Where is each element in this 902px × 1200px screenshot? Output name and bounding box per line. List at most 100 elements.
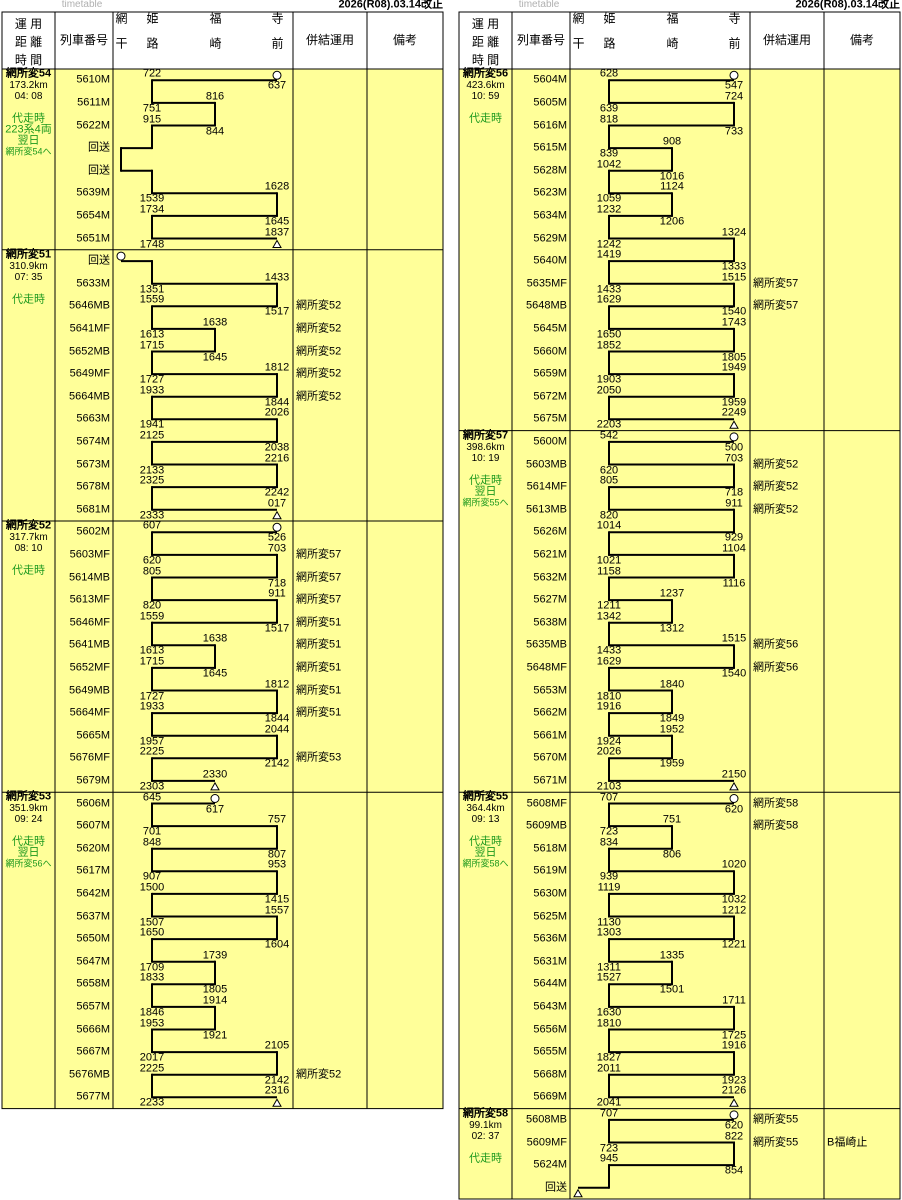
train-number: 5658M [76,977,110,990]
departure-time: 1206 [659,215,685,228]
duty-name: 網所変52 [5,519,52,532]
coupled-duty: 網所変51 [296,616,342,629]
train-number: 5640M [533,254,567,267]
train-number: 5618M [533,842,567,855]
duty-name: 網所変56 [462,67,509,80]
duty-time: 07: 35 [14,271,43,283]
start-marker [729,432,739,442]
arrival-time: 1916 [721,1039,747,1052]
departure-time: 500 [724,441,744,454]
departure-time: 2242 [264,486,290,499]
arrival-time: 2105 [264,1039,290,1052]
departure-time: 2142 [264,1074,290,1087]
departure-time: 1957 [139,735,165,748]
departure-time: 1805 [721,351,747,363]
arrival-time: 2026 [596,745,622,758]
train-number: 5667M [76,1045,110,1058]
departure-time: 2133 [139,464,165,476]
train-number: 5664MF [69,706,110,719]
arrival-time: 1852 [596,339,622,351]
train-number: 5638M [533,616,567,629]
duty-distance: 351.9km [9,803,48,815]
train-number: 5662M [533,706,567,719]
coupled-duty: 網所変52 [296,367,342,380]
train-number: 5634M [533,209,567,222]
arrival-time: 1232 [596,203,622,216]
end-marker [729,1098,739,1107]
duty-distance: 398.6km [466,441,505,453]
duty-name: 網所変57 [462,429,509,442]
duty-note: 網所変55へ [462,497,509,508]
train-no-header: 列車番号 [516,33,566,47]
departure-time: 1727 [139,690,165,702]
coupled-duty: 網所変57 [296,548,342,561]
coupled-duty: 網所変58 [753,797,799,809]
coupled-duty: 網所変56 [753,638,799,651]
train-number: 5665M [76,729,110,742]
departure-time: 723 [599,825,619,838]
departure-time: 1846 [139,1006,165,1019]
arrival-time: 2026 [264,406,290,419]
departure-time: 526 [267,531,287,544]
arrival-time: 751 [662,813,682,826]
arrival-time: 1933 [139,700,165,713]
coupled-duty: 網所変51 [296,706,342,719]
train-number: 5619M [533,864,567,877]
arrival-time: 1734 [139,203,165,216]
duty-distance: 317.7km [9,532,48,543]
arrival-time: 2126 [721,1084,747,1097]
arrival-time: 1833 [139,971,165,984]
arrival-time: 1952 [659,723,685,736]
departure-time: 1333 [721,260,747,273]
train-number: 5602M [76,525,110,538]
coupled-duty: 網所変52 [753,480,799,493]
duty-note: 代走時 [12,112,45,125]
train-number: 5603MF [69,548,110,561]
departure-time: 939 [599,870,619,883]
coupled-header: 併結運用 [305,33,355,47]
train-number: 5646MB [69,299,110,312]
duty-name: 網所変58 [462,1107,509,1120]
arrival-time: 2044 [264,723,290,736]
duty-note: 代走時 [12,564,45,577]
arrival-time: 607 [142,519,162,532]
departure-time: 1130 [597,916,621,928]
arrival-time: 1342 [596,610,622,623]
end-marker [573,1188,583,1198]
arrival-time: 1515 [721,632,747,645]
arrival-time: 2011 [597,1062,621,1075]
start-marker [272,522,282,532]
duty-time: 02: 37 [471,1130,500,1142]
train-number: 5613MB [526,503,567,516]
train-number: 5676MB [69,1068,110,1081]
duty-time: 04: 08 [14,91,43,102]
train-number: 5649MF [69,367,110,380]
departure-time: 1727 [139,373,165,386]
train-number: 5627M [533,593,567,606]
departure-time: 839 [599,147,619,160]
arrival-time: 2316 [264,1084,290,1097]
train-number: 5656M [533,1023,567,1035]
departure-time: 1221 [721,938,747,951]
train-number: 5623M [533,186,567,199]
train-number: 5660M [533,345,567,357]
duty-time: 10: 59 [471,91,500,102]
arrival-time: 1916 [596,700,622,713]
departure-time: 2142 [264,757,290,770]
coupled-duty: 網所変57 [753,299,799,312]
duty-name: 網所変55 [462,790,509,803]
departure-time: 1540 [721,667,747,680]
departure-time: 723 [599,1142,619,1154]
arrival-time: 1914 [202,994,228,1007]
remark: B福崎止 [827,1136,868,1148]
arrival-time: 1042 [596,158,622,171]
arrival-time: 1527 [596,971,622,984]
departure-time: 1725 [721,1029,747,1041]
train-number: 5672M [533,390,567,403]
arrival-time: 1419 [596,248,622,261]
arrival-time: 1557 [264,904,290,916]
departure-time: 1921 [202,1029,228,1041]
duty-distance: 423.6km [466,80,505,91]
departure-time: 806 [662,848,682,861]
train-number: 5620M [76,842,110,855]
